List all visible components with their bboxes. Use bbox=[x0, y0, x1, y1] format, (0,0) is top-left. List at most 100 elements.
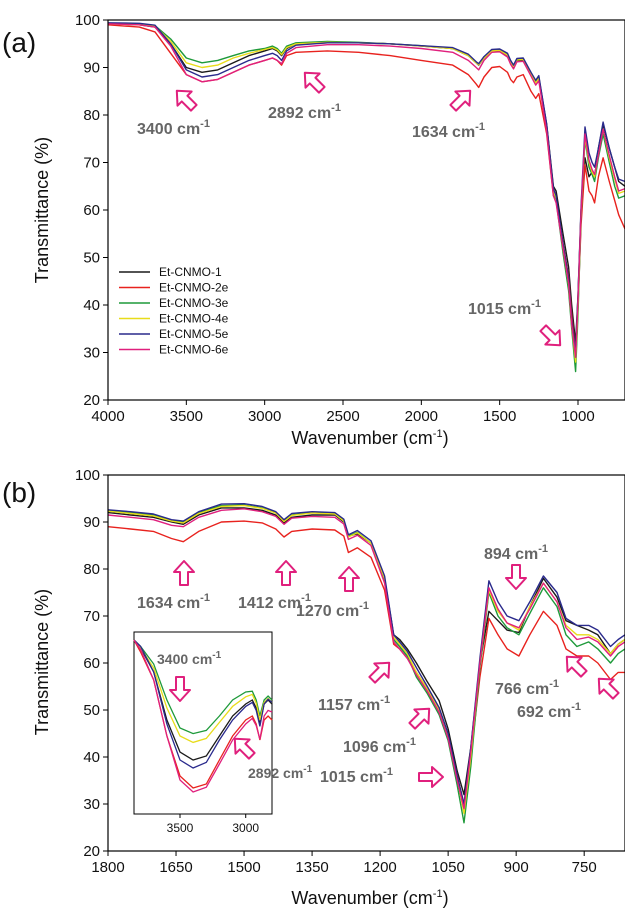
panel-b-x-tick-label: 1650 bbox=[159, 859, 192, 876]
panel-b-x-axis-title-sup: -1 bbox=[433, 888, 443, 900]
panel-b-y-tick-label: 80 bbox=[83, 561, 100, 578]
panel-a-y-tick-label: 20 bbox=[83, 392, 100, 409]
annotation-label: 1634 cm-1 bbox=[412, 121, 485, 141]
panel-a-y-tick-label: 90 bbox=[83, 60, 100, 77]
panel-b-annotation-692: 692 cm-1 bbox=[517, 677, 620, 721]
panel-a-label: (a) bbox=[2, 27, 36, 58]
arrow-icon bbox=[303, 71, 326, 94]
legend-label: Et-CNMO-3e bbox=[159, 296, 229, 310]
panel-b-series bbox=[107, 503, 625, 824]
panel-a-y-tick-label: 30 bbox=[83, 345, 100, 362]
panel-a-x-tick-label: 3000 bbox=[248, 408, 281, 425]
annotation-label: 766 cm-1 bbox=[495, 678, 559, 698]
arrow-icon bbox=[338, 566, 360, 592]
inset-annotation-2892: 2892 cm-1 bbox=[233, 737, 313, 781]
annotation-label: 692 cm-1 bbox=[517, 701, 581, 721]
annotation-label: 894 cm-1 bbox=[484, 543, 548, 563]
arrow-icon bbox=[418, 766, 444, 788]
panel-a-y-tick-label: 80 bbox=[83, 107, 100, 124]
annotation-label: 1634 cm-1 bbox=[137, 592, 210, 612]
arrow-icon bbox=[368, 661, 391, 684]
arrow-icon bbox=[539, 324, 562, 347]
panel-a-x-tick-label: 4000 bbox=[91, 408, 124, 425]
annotation-label: 1015 cm-1 bbox=[320, 766, 393, 786]
arrow-icon bbox=[275, 560, 297, 586]
legend-label: Et-CNMO-4e bbox=[159, 312, 229, 326]
legend-label: Et-CNMO-6e bbox=[159, 343, 229, 357]
panel-a-y-tick-label: 70 bbox=[83, 155, 100, 172]
panel-a-annotation-1634: 1634 cm-1 bbox=[412, 89, 485, 141]
arrow-icon bbox=[175, 89, 198, 112]
inset-x-tick-label: 3500 bbox=[167, 821, 194, 835]
arrow-icon bbox=[233, 737, 256, 760]
panel-b-y-tick-label: 60 bbox=[83, 655, 100, 672]
panel-b-x-tick-label: 900 bbox=[504, 859, 529, 876]
arrow-icon bbox=[169, 676, 191, 702]
annotation-label: 1270 cm-1 bbox=[296, 600, 369, 620]
panel-a-x-axis-title-close: ) bbox=[443, 428, 449, 448]
panel-a-x-tick-label: 3500 bbox=[170, 408, 203, 425]
panel-b-annotation-1015: 1015 cm-1 bbox=[320, 766, 444, 788]
panel-a-series bbox=[107, 22, 625, 373]
panel-a-x-tick-label: 1000 bbox=[561, 408, 594, 425]
panel-a-x-tick-label: 2500 bbox=[326, 408, 359, 425]
inset-frame bbox=[133, 631, 273, 815]
inset-series-line-et-cnmo-4e bbox=[133, 639, 273, 744]
panel-b-x-tick-label: 1500 bbox=[227, 859, 260, 876]
annotation-label: 1157 cm-1 bbox=[318, 694, 390, 714]
panel-b-annotation-1096: 1096 cm-1 bbox=[343, 707, 431, 756]
panel-b-x-axis-title-close: ) bbox=[443, 888, 449, 908]
panel-b-y-tick-label: 70 bbox=[83, 608, 100, 625]
annotation-label: 2892 cm-1 bbox=[268, 102, 341, 122]
annotation-label: 1096 cm-1 bbox=[343, 736, 416, 756]
inset-series-line-et-cnmo-3e bbox=[133, 639, 273, 735]
arrow-icon bbox=[449, 89, 472, 112]
panel-b-series-line-et-cnmo-6e bbox=[107, 508, 625, 810]
annotation-label: 1412 cm-1 bbox=[238, 592, 311, 612]
inset-annotation-3400: 3400 cm-1 bbox=[157, 650, 222, 702]
panel-b-x-tick-label: 1050 bbox=[431, 859, 464, 876]
inset-x-tick-label: 3000 bbox=[232, 821, 259, 835]
annotation-label: 1015 cm-1 bbox=[468, 298, 541, 318]
panel-b-y-tick-label: 40 bbox=[83, 749, 100, 766]
panel-b-y-tick-label: 20 bbox=[83, 843, 100, 860]
panel-b-x-tick-label: 750 bbox=[572, 859, 597, 876]
panel-a-annotation-2892: 2892 cm-1 bbox=[268, 71, 341, 122]
panel-b-y-axis-title: Transmittance (%) bbox=[32, 589, 52, 735]
legend-label: Et-CNMO-2e bbox=[159, 281, 229, 295]
panel-b-y-tick-label: 90 bbox=[83, 514, 100, 531]
panel-b-x-tick-label: 1350 bbox=[295, 859, 328, 876]
panel-b-series-line-et-cnmo-5e bbox=[107, 503, 625, 805]
inset-ticks: 3500 3000 bbox=[167, 814, 259, 835]
panel-b-y-tick-label: 50 bbox=[83, 702, 100, 719]
inset-series-line-et-cnmo-5e bbox=[133, 639, 273, 769]
panel-b-x-axis-title: Wavenumber (cm-1) bbox=[291, 888, 448, 908]
panel-b-x-tick-label: 1200 bbox=[363, 859, 396, 876]
panel-a-annotation-3400: 3400 cm-1 bbox=[137, 89, 210, 138]
arrow-icon bbox=[565, 655, 588, 678]
panel-b-x-axis-title-main: Wavenumber (cm bbox=[291, 888, 432, 908]
panel-b-annotation-1634: 1634 cm-1 bbox=[137, 560, 210, 612]
panel-b-x-tick-label: 1800 bbox=[91, 859, 124, 876]
panel-a-x-axis-title: Wavenumber (cm-1) bbox=[291, 428, 448, 448]
panel-a-y-tick-label: 100 bbox=[75, 12, 100, 29]
panel-a-plot-frame bbox=[107, 19, 625, 401]
panel-b-series-line-et-cnmo-1 bbox=[107, 507, 625, 796]
panel-a-x-axis-title-sup: -1 bbox=[433, 428, 443, 440]
arrow-icon bbox=[173, 560, 195, 586]
panel-a-y-tick-label: 40 bbox=[83, 297, 100, 314]
panel-a-y-axis-title: Transmittance (%) bbox=[32, 137, 52, 283]
panel-b-annotation-1157: 1157 cm-1 bbox=[318, 661, 391, 714]
inset-series bbox=[133, 639, 273, 793]
arrow-icon bbox=[597, 677, 620, 700]
panel-b-annotation-1412: 1412 cm-1 bbox=[238, 560, 311, 612]
arrow-icon bbox=[505, 564, 527, 590]
arrow-icon bbox=[408, 707, 431, 730]
panel-b-annotation-894: 894 cm-1 bbox=[484, 543, 548, 590]
panel-b-plot-frame bbox=[107, 474, 625, 852]
inset-series-line-et-cnmo-6e bbox=[133, 639, 273, 793]
panel-b-label: (b) bbox=[2, 477, 36, 508]
annotation-label: 3400 cm-1 bbox=[157, 650, 222, 667]
panel-a-x-axis-title-main: Wavenumber (cm bbox=[291, 428, 432, 448]
